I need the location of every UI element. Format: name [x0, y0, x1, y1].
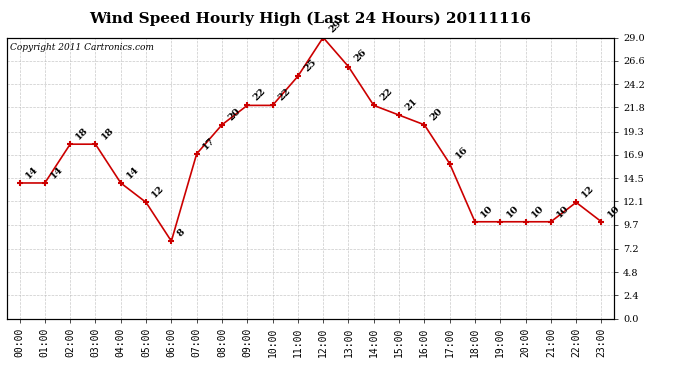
Text: 18: 18 — [99, 126, 115, 141]
Text: 22: 22 — [251, 87, 267, 103]
Text: 10: 10 — [555, 203, 571, 219]
Text: 29: 29 — [327, 19, 343, 35]
Text: 12: 12 — [580, 184, 596, 200]
Text: 22: 22 — [277, 87, 293, 103]
Text: 20: 20 — [428, 106, 444, 122]
Text: 10: 10 — [504, 203, 520, 219]
Text: 14: 14 — [49, 164, 65, 180]
Text: 10: 10 — [606, 203, 622, 219]
Text: 18: 18 — [75, 126, 90, 141]
Text: Wind Speed Hourly High (Last 24 Hours) 20111116: Wind Speed Hourly High (Last 24 Hours) 2… — [90, 11, 531, 26]
Text: 14: 14 — [125, 164, 141, 180]
Text: 10: 10 — [530, 203, 546, 219]
Text: 16: 16 — [454, 145, 470, 161]
Text: 8: 8 — [175, 227, 187, 238]
Text: 14: 14 — [23, 164, 39, 180]
Text: 17: 17 — [201, 135, 217, 151]
Text: 10: 10 — [479, 203, 495, 219]
Text: 25: 25 — [302, 58, 318, 74]
Text: 22: 22 — [378, 87, 394, 103]
Text: 12: 12 — [150, 184, 166, 200]
Text: 26: 26 — [353, 48, 368, 64]
Text: Copyright 2011 Cartronics.com: Copyright 2011 Cartronics.com — [10, 43, 154, 52]
Text: 20: 20 — [226, 106, 242, 122]
Text: 21: 21 — [403, 96, 419, 112]
